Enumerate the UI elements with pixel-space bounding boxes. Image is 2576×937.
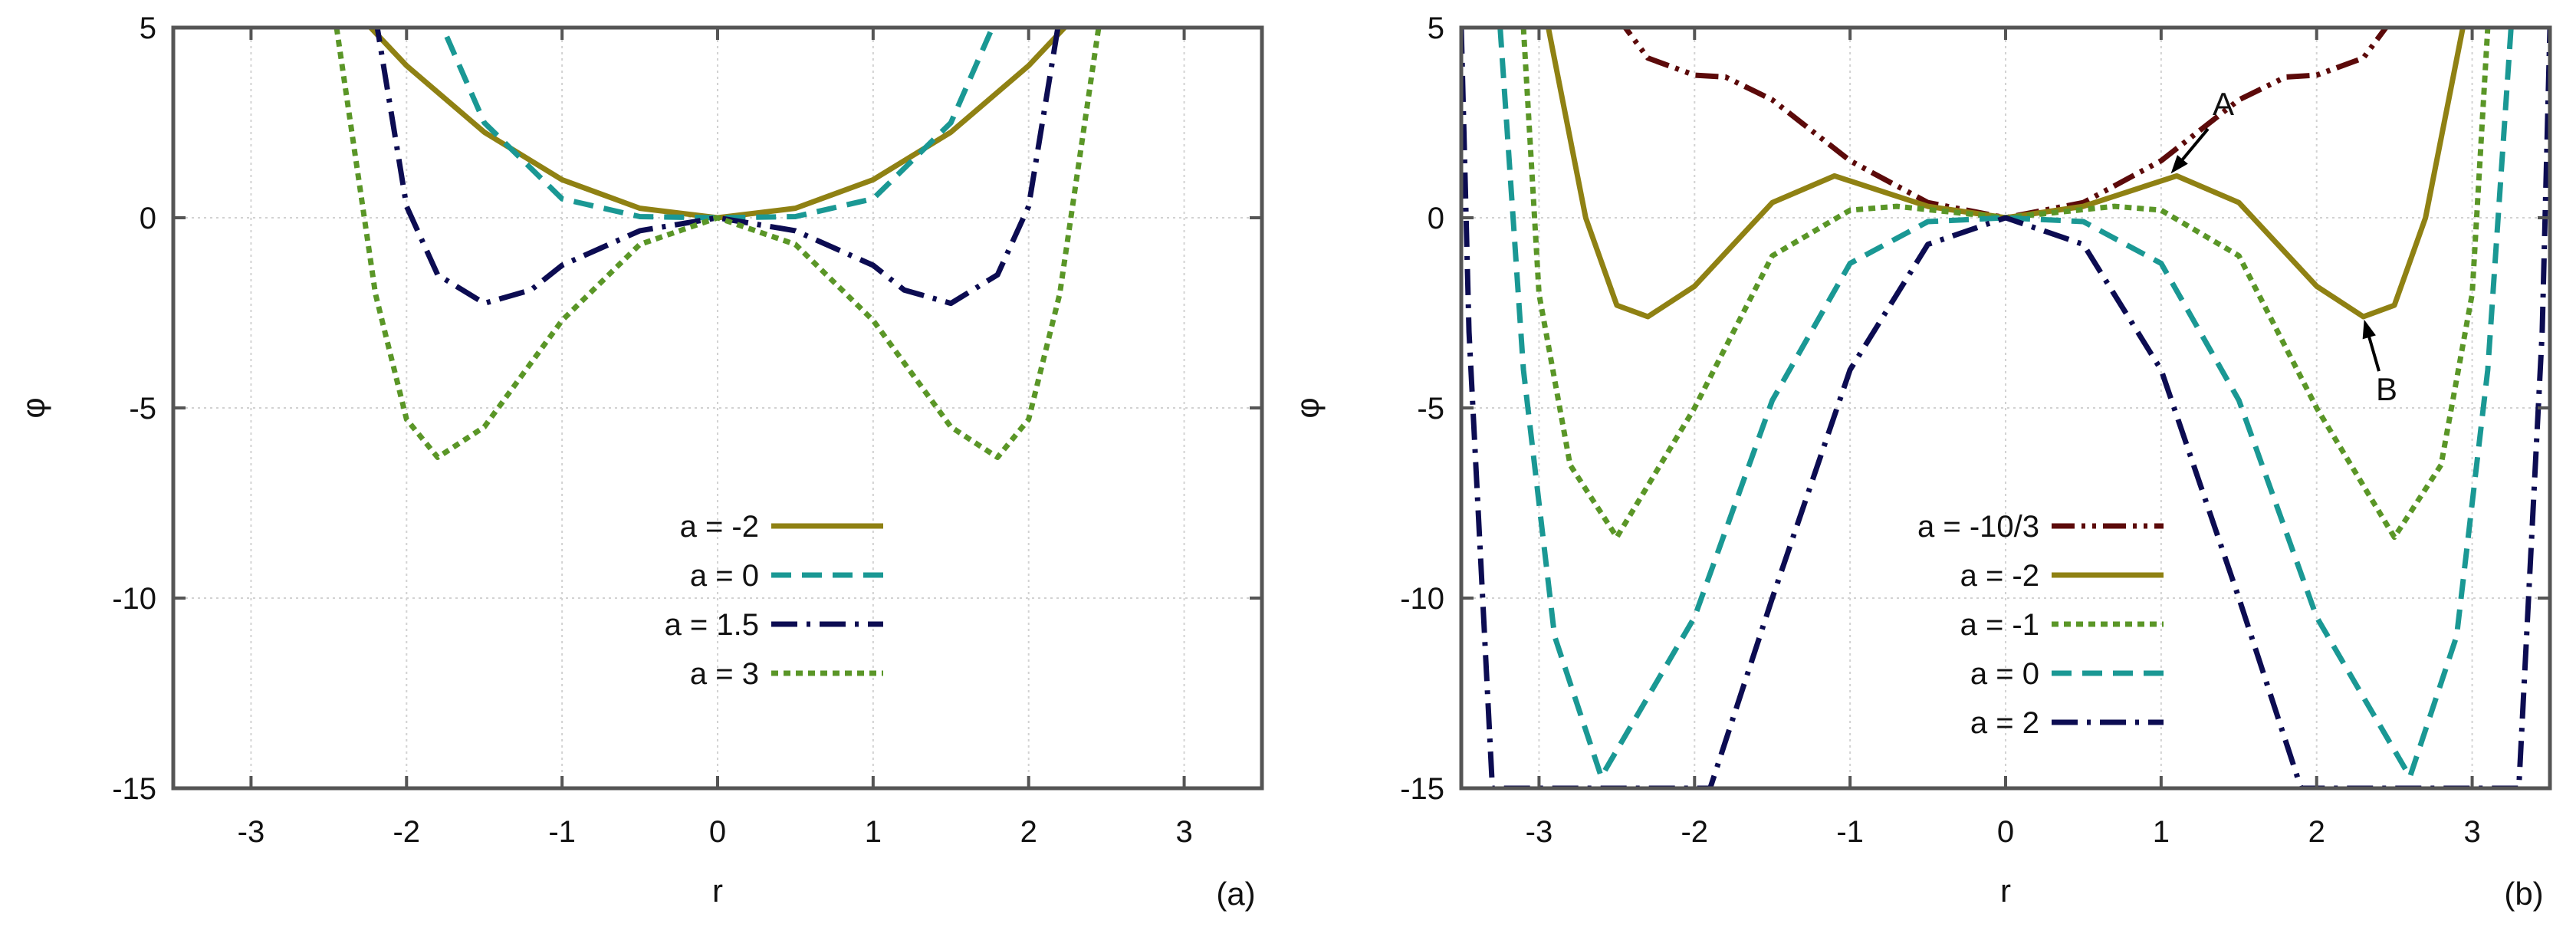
x-tick-label: 2 [1020,815,1037,849]
annotation-label: A [2213,86,2234,122]
annotation-arrow-head [2170,155,2188,174]
y-tick-label: 0 [1428,202,1444,235]
legend-label: a = 0 [1970,657,2039,691]
y-axis-label: φ [1290,397,1326,418]
y-tick-label: 5 [140,12,156,45]
series-line [1497,28,2514,780]
y-tick-label: 0 [140,202,156,235]
x-tick-label: -1 [1836,815,1864,849]
annotation-arrow-head [2362,319,2376,340]
series-line [1461,28,2550,788]
x-tick-label: -3 [238,815,265,849]
legend-label: a = -2 [680,510,759,544]
series-line [1520,28,2491,541]
y-tick-label: -10 [112,582,156,616]
legend-label: a = 1.5 [665,608,759,642]
x-tick-label: 0 [709,815,726,849]
x-axis-label: r [2000,873,2011,909]
panel-label: (a) [1216,876,1255,912]
legend-label: a = 0 [690,559,759,593]
series-line [1622,28,2390,221]
panel-label: (b) [2504,876,2543,912]
legend-label: a = -1 [1960,608,2039,642]
annotation-arrow-shaft [2366,332,2380,372]
annotation-label: B [2376,371,2397,407]
x-tick-label: 3 [2463,815,2480,849]
x-tick-label: 1 [865,815,882,849]
annotation-arrow-shaft [2178,127,2210,164]
x-tick-label: -1 [548,815,576,849]
x-tick-label: 3 [1175,815,1192,849]
y-tick-label: 5 [1428,12,1444,45]
legend-label: a = -10/3 [1917,510,2039,544]
y-tick-label: -10 [1400,582,1444,616]
x-tick-label: 2 [2308,815,2325,849]
legend-label: a = 3 [690,657,759,691]
y-tick-label: -5 [129,392,156,426]
x-tick-label: 1 [2153,815,2170,849]
series-line [334,28,1102,460]
y-tick-label: -5 [1417,392,1444,426]
x-tick-label: -3 [1526,815,1553,849]
y-axis-label: φ [15,397,51,418]
y-tick-label: -15 [112,772,156,806]
legend-label: a = 2 [1970,706,2039,740]
series-line [439,28,996,221]
x-axis-label: r [712,873,723,909]
x-tick-label: -2 [1681,815,1708,849]
y-tick-label: -15 [1400,772,1444,806]
x-tick-label: -2 [393,815,420,849]
x-tick-label: 0 [1997,815,2014,849]
legend-label: a = -2 [1960,559,2039,593]
